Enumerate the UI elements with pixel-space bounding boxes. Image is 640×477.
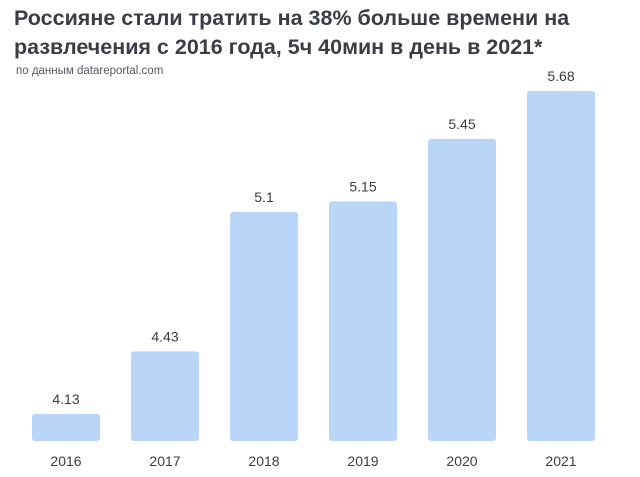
value-label-2016: 4.13 [52, 391, 79, 407]
chart-subtitle: по данным datareportal.com [16, 65, 164, 77]
x-tick-2020: 2020 [446, 453, 477, 469]
bars-layer [32, 91, 595, 441]
value-label-2021: 5.68 [547, 68, 574, 84]
x-tick-2018: 2018 [248, 453, 279, 469]
x-tick-2021: 2021 [545, 453, 576, 469]
bar-2016 [32, 413, 100, 441]
value-label-2019: 5.15 [349, 178, 376, 194]
x-tick-2016: 2016 [50, 453, 81, 469]
value-label-2020: 5.45 [448, 116, 475, 132]
bar-2018 [230, 211, 298, 441]
bar-2021 [527, 91, 595, 441]
value-label-2018: 5.1 [254, 189, 274, 205]
chart-title: Россияне стали тратить на 38% больше вре… [14, 6, 570, 59]
x-tick-2019: 2019 [347, 453, 378, 469]
bar-2017 [131, 351, 199, 441]
value-labels-layer: 4.13 4.43 5.1 5.15 5.45 5.68 [52, 68, 574, 407]
bar-2019 [329, 201, 397, 441]
x-axis-tick-labels: 2016 2017 2018 2019 2020 2021 [50, 453, 576, 469]
bar-2020 [428, 138, 496, 441]
x-tick-2017: 2017 [149, 453, 180, 469]
value-label-2017: 4.43 [151, 328, 178, 344]
